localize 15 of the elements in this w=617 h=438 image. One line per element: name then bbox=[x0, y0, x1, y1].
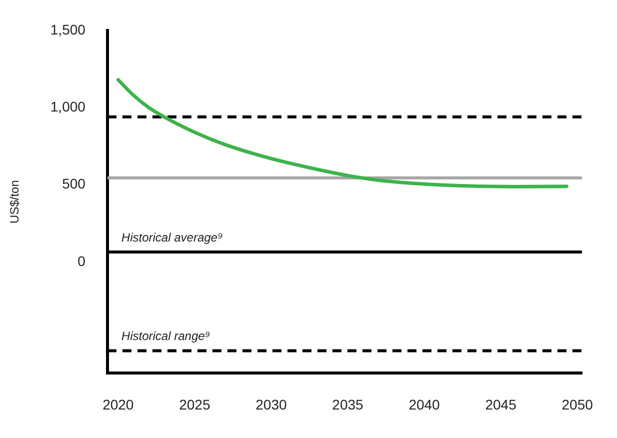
x-tick-label: 2035 bbox=[332, 396, 364, 412]
x-tick-label: 2020 bbox=[102, 396, 134, 412]
x-tick-label: 2025 bbox=[179, 396, 210, 412]
x-tick-label: 2040 bbox=[408, 396, 440, 412]
x-tick-label: 2030 bbox=[256, 396, 287, 412]
y-axis-title: US$/ton bbox=[8, 180, 22, 224]
x-tick-label: 2050 bbox=[562, 396, 594, 412]
y-tick-label: 1,000 bbox=[50, 98, 86, 114]
y-tick-label: 0 bbox=[78, 252, 86, 269]
ref-line-label: Historical range⁹ bbox=[121, 329, 210, 344]
ref-line-label: Historical average⁹ bbox=[121, 230, 223, 244]
x-tick-label: 2045 bbox=[485, 396, 517, 412]
y-tick-label: 500 bbox=[62, 176, 86, 192]
y-tick-label: 1,500 bbox=[50, 21, 86, 38]
line-series bbox=[116, 78, 568, 188]
